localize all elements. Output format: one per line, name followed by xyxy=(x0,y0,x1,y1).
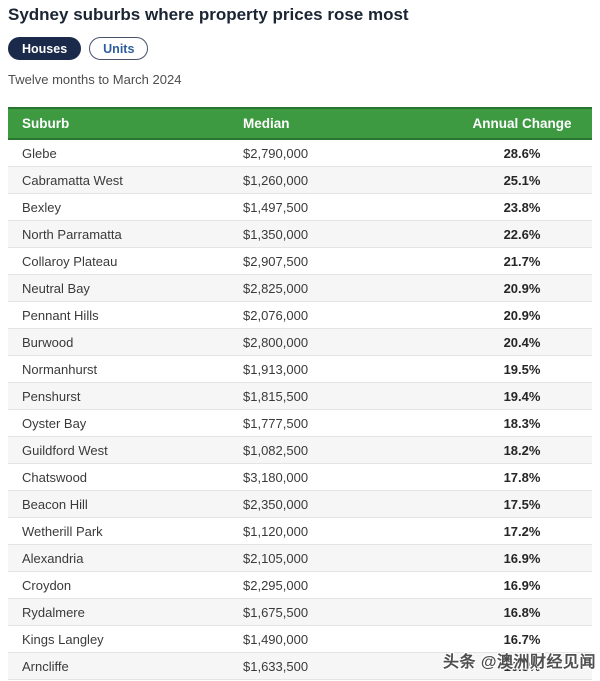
annual-change-cell: 21.7% xyxy=(503,253,541,269)
annual-change-cell: 16.8% xyxy=(503,604,541,620)
suburb-cell: Chatswood xyxy=(22,469,88,485)
suburb-cell: Normanhurst xyxy=(22,361,98,377)
page-title: Sydney suburbs where property prices ros… xyxy=(8,5,409,24)
median-cell: $1,490,000 xyxy=(243,631,309,647)
annual-change-cell: 18.2% xyxy=(503,442,541,458)
table-row: Collaroy Plateau $2,907,500 21.7% xyxy=(8,248,592,275)
median-cell: $1,120,000 xyxy=(243,523,309,539)
suburb-cell: Burwood xyxy=(22,334,74,350)
suburb-cell: Beacon Hill xyxy=(22,496,88,512)
table-row: Beacon Hill $2,350,000 17.5% xyxy=(8,491,592,518)
table-row: Alexandria $2,105,000 16.9% xyxy=(8,545,592,572)
table-header-row: Suburb Median Annual Change xyxy=(8,107,592,140)
table-row: Neutral Bay $2,825,000 20.9% xyxy=(8,275,592,302)
suburb-cell: Croydon xyxy=(22,577,72,593)
property-table: Suburb Median Annual Change Glebe $2,790,… xyxy=(8,107,592,680)
annual-change-cell: 16.3% xyxy=(503,658,541,674)
table-row: Guildford West $1,082,500 18.2% xyxy=(8,437,592,464)
table-row: North Parramatta $1,350,000 22.6% xyxy=(8,221,592,248)
annual-change-cell: 25.1% xyxy=(503,172,541,188)
units-toggle-button[interactable]: Units xyxy=(89,37,149,60)
suburb-cell: Neutral Bay xyxy=(22,280,90,296)
median-cell: $1,260,000 xyxy=(243,172,309,188)
suburb-cell: Alexandria xyxy=(22,550,84,566)
annual-change-cell: 23.8% xyxy=(503,199,541,215)
suburb-cell: Pennant Hills xyxy=(22,307,99,323)
annual-change-cell: 20.9% xyxy=(503,307,541,323)
median-cell: $1,913,000 xyxy=(243,361,309,377)
table-body: Glebe $2,790,000 28.6% Cabramatta West $1,26… xyxy=(8,140,592,680)
annual-change-cell: 28.6% xyxy=(503,145,541,161)
median-cell: $1,350,000 xyxy=(243,226,309,242)
annual-change-cell: 17.8% xyxy=(503,469,541,485)
houses-toggle-button[interactable]: Houses xyxy=(8,37,82,60)
median-cell: $2,800,000 xyxy=(243,334,309,350)
suburb-cell: Guildford West xyxy=(22,442,108,458)
table-row: Oyster Bay $1,777,500 18.3% xyxy=(8,410,592,437)
table-row: Kings Langley $1,490,000 16.7% xyxy=(8,626,592,653)
annual-change-cell: 18.3% xyxy=(503,415,541,431)
annual-change-cell: 17.5% xyxy=(503,496,541,512)
annual-change-cell: 20.9% xyxy=(503,280,541,296)
median-cell: $2,350,000 xyxy=(243,496,309,512)
suburb-cell: Bexley xyxy=(22,199,62,215)
table-row: Glebe $2,790,000 28.6% xyxy=(8,140,592,167)
suburb-cell: North Parramatta xyxy=(22,226,122,242)
suburb-cell: Penshurst xyxy=(22,388,81,404)
table-row: Pennant Hills $2,076,000 20.9% xyxy=(8,302,592,329)
annual-change-cell: 16.9% xyxy=(503,577,541,593)
table-row: Rydalmere $1,675,500 16.8% xyxy=(8,599,592,626)
annual-change-cell: 16.9% xyxy=(503,550,541,566)
median-cell: $1,497,500 xyxy=(243,199,309,215)
suburb-cell: Wetherill Park xyxy=(22,523,103,539)
table-row: Normanhurst $1,913,000 19.5% xyxy=(8,356,592,383)
table-row: Chatswood $3,180,000 17.8% xyxy=(8,464,592,491)
table-row: Bexley $1,497,500 23.8% xyxy=(8,194,592,221)
table-row: Burwood $2,800,000 20.4% xyxy=(8,329,592,356)
table-row: Cabramatta West $1,260,000 25.1% xyxy=(8,167,592,194)
median-cell: $1,815,500 xyxy=(243,388,309,404)
median-cell: $1,082,500 xyxy=(243,442,309,458)
annual-change-cell: 17.2% xyxy=(503,523,541,539)
table-row: Croydon $2,295,000 16.9% xyxy=(8,572,592,599)
median-cell: $1,675,500 xyxy=(243,604,309,620)
suburb-cell: Glebe xyxy=(22,145,57,161)
annual-change-cell: 22.6% xyxy=(503,226,541,242)
column-header-suburb: Suburb xyxy=(22,116,70,131)
median-cell: $2,825,000 xyxy=(243,280,309,296)
median-cell: $3,180,000 xyxy=(243,469,309,485)
annual-change-cell: 19.5% xyxy=(503,361,541,377)
annual-change-cell: 20.4% xyxy=(503,334,541,350)
column-header-annual-change: Annual Change xyxy=(472,116,572,131)
median-cell: $2,076,000 xyxy=(243,307,309,323)
table-row: Arncliffe $1,633,500 16.3% xyxy=(8,653,592,680)
suburb-cell: Cabramatta West xyxy=(22,172,123,188)
table-row: Penshurst $1,815,500 19.4% xyxy=(8,383,592,410)
median-cell: $2,105,000 xyxy=(243,550,309,566)
annual-change-cell: 19.4% xyxy=(503,388,541,404)
suburb-cell: Oyster Bay xyxy=(22,415,87,431)
period-subtitle: Twelve months to March 2024 xyxy=(8,72,182,87)
median-cell: $2,790,000 xyxy=(243,145,309,161)
property-type-toggle: Houses Units xyxy=(8,37,592,60)
table-row: Wetherill Park $1,120,000 17.2% xyxy=(8,518,592,545)
median-cell: $1,633,500 xyxy=(243,658,309,674)
suburb-cell: Arncliffe xyxy=(22,658,69,674)
suburb-cell: Rydalmere xyxy=(22,604,85,620)
suburb-cell: Kings Langley xyxy=(22,631,104,647)
median-cell: $1,777,500 xyxy=(243,415,309,431)
suburb-cell: Collaroy Plateau xyxy=(22,253,118,269)
annual-change-cell: 16.7% xyxy=(503,631,541,647)
median-cell: $2,295,000 xyxy=(243,577,309,593)
median-cell: $2,907,500 xyxy=(243,253,309,269)
column-header-median: Median xyxy=(243,116,290,131)
